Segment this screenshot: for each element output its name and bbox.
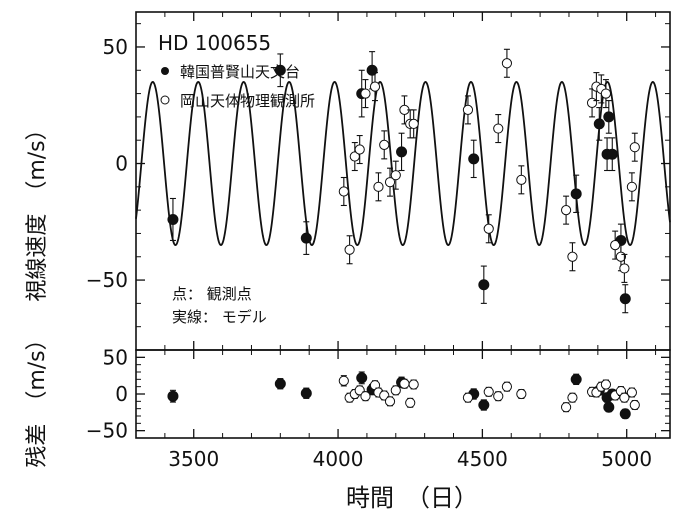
top-point-okayama <box>462 95 474 125</box>
residual-point-korea <box>167 389 179 403</box>
top-y-axis-label: 視線速度 （m/s） <box>25 118 50 301</box>
residual-point-okayama <box>493 391 504 402</box>
annotation-points: 点： 観測点 <box>172 285 252 303</box>
top-point-korea <box>606 137 618 172</box>
top-y-ticks: 50 0 −50 <box>86 23 670 328</box>
top-point-okayama <box>483 214 494 244</box>
top-point-okayama <box>567 242 578 272</box>
top-point-okayama <box>390 160 401 190</box>
model-curve-layer <box>135 80 671 247</box>
top-point-okayama <box>619 253 630 283</box>
residual-point-korea <box>619 408 631 420</box>
chart-title: HD 100655 <box>158 31 271 55</box>
top-y-tick-label: 50 <box>103 35 128 59</box>
residual-point-okayama <box>600 379 612 390</box>
top-point-okayama <box>369 72 381 102</box>
top-point-okayama <box>560 195 572 225</box>
bottom-panel: 50 0 −50 <box>86 345 671 443</box>
top-point-okayama <box>360 79 371 109</box>
top-point-okayama <box>379 130 390 160</box>
residual-point-korea <box>478 399 490 411</box>
top-point-okayama <box>493 114 504 144</box>
x-tick-label: 5000 <box>601 447 652 471</box>
residual-point-okayama <box>462 392 474 403</box>
residual-point-okayama <box>360 391 371 402</box>
top-point-okayama <box>501 48 513 78</box>
x-tick-label: 4000 <box>313 447 364 471</box>
top-point-korea <box>300 221 312 255</box>
residual-point-korea <box>603 401 615 413</box>
residual-point-korea <box>274 378 286 390</box>
bottom-y-tick-label: 50 <box>103 345 128 369</box>
top-point-okayama <box>373 172 384 202</box>
top-point-okayama <box>629 132 640 162</box>
legend-filled-marker <box>161 67 169 75</box>
x-ticks: 3500 4000 4500 5000 <box>164 12 657 471</box>
top-point-okayama <box>626 172 637 202</box>
residual-point-okayama <box>567 392 578 403</box>
residual-point-okayama <box>399 378 410 389</box>
top-point-okayama <box>384 167 396 197</box>
residual-point-okayama <box>390 385 401 396</box>
top-point-korea <box>570 174 582 214</box>
top-point-korea <box>396 132 408 172</box>
bottom-y-axis-label: 残差 （m/s） <box>25 328 50 467</box>
top-point-korea <box>478 265 490 304</box>
x-tick-label: 4500 <box>457 447 508 471</box>
top-point-okayama <box>344 235 355 265</box>
bottom-y-ticks: 50 0 −50 <box>86 345 670 443</box>
annotation: 点： 観測点 実線： モデル <box>172 285 267 326</box>
top-point-korea <box>468 139 480 179</box>
bottom-y-tick-label: −50 <box>86 419 128 443</box>
top-point-korea <box>593 107 605 141</box>
residual-point-okayama <box>338 375 349 387</box>
top-panel: 50 0 −50 <box>86 11 671 351</box>
residual-point-okayama <box>560 402 572 413</box>
bottom-y-tick-label: 0 <box>115 382 128 406</box>
residual-point-okayama <box>408 379 419 390</box>
top-point-okayama <box>516 165 527 195</box>
residual-data-points <box>167 371 640 420</box>
top-y-tick-label: −50 <box>86 268 128 292</box>
residual-point-korea <box>570 373 582 386</box>
model-curve <box>135 80 671 247</box>
legend-open-marker <box>160 95 170 105</box>
annotation-model: 実線： モデル <box>172 308 267 326</box>
top-point-okayama <box>354 134 365 165</box>
residual-point-okayama <box>483 386 494 397</box>
legend: 韓国普賢山天文台 岡山天体物理観測所 <box>160 63 315 110</box>
top-point-korea <box>619 284 631 314</box>
x-axis-label: 時間 （日） <box>346 484 478 512</box>
top-point-okayama <box>338 176 349 207</box>
top-point-okayama <box>600 79 612 109</box>
residual-point-okayama <box>501 381 513 392</box>
legend-label-korea: 韓国普賢山天文台 <box>180 63 300 81</box>
residual-point-okayama <box>626 387 637 398</box>
residual-point-korea <box>300 387 312 399</box>
top-point-korea <box>167 197 179 241</box>
top-point-korea <box>274 53 286 88</box>
top-point-okayama <box>408 109 419 139</box>
top-point-korea <box>603 100 615 134</box>
residual-point-okayama <box>405 397 416 408</box>
residual-point-okayama <box>619 392 630 403</box>
top-point-okayama <box>399 95 410 125</box>
top-point-okayama <box>610 230 621 260</box>
residual-point-korea <box>356 371 368 385</box>
top-point-okayama <box>586 88 598 118</box>
residual-point-okayama <box>384 396 396 407</box>
top-data-points <box>167 48 640 314</box>
top-y-tick-label: 0 <box>115 152 128 176</box>
residual-point-okayama <box>629 399 640 411</box>
residual-point-okayama <box>516 388 527 400</box>
x-tick-label: 3500 <box>168 447 219 471</box>
legend-label-okayama: 岡山天体物理観測所 <box>180 92 315 110</box>
